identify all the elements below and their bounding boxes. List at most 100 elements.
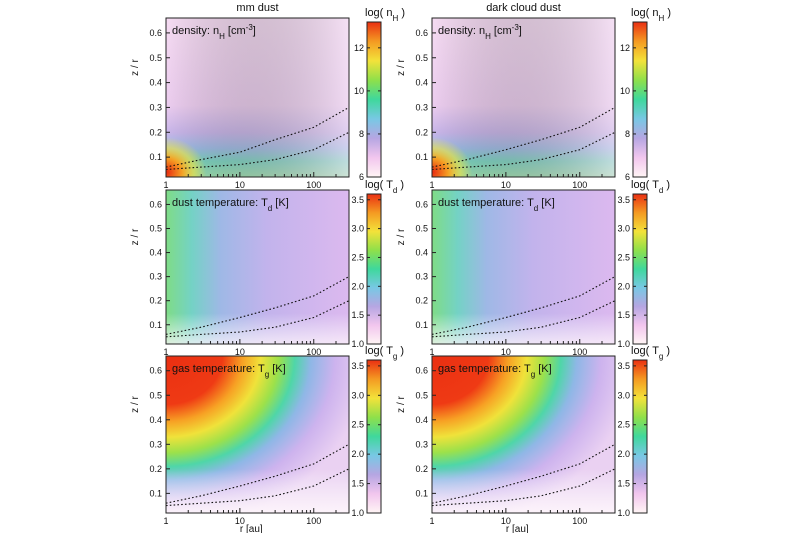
y-tick-label: 0.1 — [415, 488, 428, 498]
colorbar-tick-label: 2.5 — [351, 420, 364, 430]
y-tick-label: 0.6 — [149, 199, 162, 209]
label-sub: g — [265, 370, 269, 379]
colorbar-bar — [632, 193, 648, 345]
colorbar-tick-label: 10 — [354, 86, 364, 96]
label-sub: d — [268, 204, 272, 213]
colorbar-label-main: log( T — [631, 345, 659, 357]
contour-line — [431, 131, 616, 171]
column-title: dark cloud dust — [486, 2, 561, 14]
heatmap-fill — [166, 190, 349, 344]
colorbar-label-sub: H — [659, 14, 665, 23]
y-axis-label: z / r — [130, 59, 141, 76]
x-tick-label: 10 — [235, 180, 245, 190]
colorbar-tick-label: 3.5 — [617, 361, 630, 371]
colorbar-tick-label: 10 — [620, 86, 630, 96]
colorbar-tick-label: 1.0 — [617, 508, 630, 518]
y-tick-label: 0.5 — [149, 224, 162, 234]
x-tick-label: 10 — [235, 516, 245, 526]
y-tick-label: 0.4 — [149, 248, 162, 258]
colorbar-tick-label: 2.5 — [617, 252, 630, 262]
colorbar-label-sub: d — [659, 186, 663, 195]
colorbar-tick-label: 3.0 — [351, 390, 364, 400]
y-tick-label: 0.5 — [415, 224, 428, 234]
panel-frame — [165, 189, 350, 345]
y-axis-label: z / r — [130, 228, 141, 245]
colorbar-tick-label: 2.0 — [351, 281, 364, 291]
colorbar-tick-label: 12 — [354, 43, 364, 53]
x-tick-label: 1 — [163, 347, 168, 357]
y-tick-label: 0.1 — [415, 152, 428, 162]
colorbar-density-dc: 6 8 10 12 log( nH ) — [620, 7, 671, 182]
heatmap-fill — [166, 356, 349, 513]
x-tick-label: 100 — [572, 347, 587, 357]
y-tick-label: 0.6 — [415, 366, 428, 376]
y-tick-label: 0.6 — [149, 366, 162, 376]
y-axis-label: z / r — [396, 396, 407, 413]
panel-density-dc: density: nH [cm-3]0.10.20.30.40.50.6z / … — [396, 17, 616, 190]
y-tick-label: 0.1 — [149, 152, 162, 162]
label-tail: [cm — [491, 25, 512, 37]
x-tick-label: 100 — [306, 180, 321, 190]
colorbar-tick-label: 8 — [625, 129, 630, 139]
label-sub: H — [219, 32, 225, 41]
label-sub: d — [534, 204, 538, 213]
colorbar-label-end: ) — [663, 179, 670, 191]
label-main: gas temperature: T — [172, 363, 265, 375]
panel-label: gas temperature: Tg [K] — [438, 363, 552, 379]
colorbar-tick-label: 1.5 — [351, 479, 364, 489]
y-tick-label: 0.6 — [415, 199, 428, 209]
colorbar-tick-label: 1.0 — [617, 339, 630, 349]
x-tick-label: 100 — [306, 347, 321, 357]
x-tick-label: 1 — [163, 180, 168, 190]
y-tick-label: 0.2 — [415, 464, 428, 474]
y-tick-label: 0.4 — [149, 78, 162, 88]
contour-line — [165, 300, 350, 338]
panel-gas_temp-dc: gas temperature: Tg [K]0.10.20.30.40.50.… — [396, 355, 616, 533]
colorbar-bar — [366, 193, 382, 345]
colorbar-tick-label: 6 — [625, 172, 630, 182]
x-tick-label: 100 — [306, 516, 321, 526]
label-end: ] — [253, 25, 256, 37]
colorbar-label-end: ) — [663, 345, 670, 357]
colorbar-label-end: ) — [397, 345, 404, 357]
x-axis-label: r [au] — [506, 524, 529, 533]
colorbar-tick-label: 3.5 — [351, 361, 364, 371]
y-tick-label: 0.5 — [149, 53, 162, 63]
label-main: dust temperature: T — [172, 197, 268, 209]
x-tick-label: 10 — [235, 347, 245, 357]
x-tick-label: 10 — [501, 180, 511, 190]
colorbar-tick-label: 1.5 — [617, 479, 630, 489]
colorbar-label: log( Td ) — [365, 179, 404, 195]
y-tick-label: 0.3 — [415, 439, 428, 449]
colorbar-bar — [366, 21, 382, 178]
colorbar-tick-label: 2.0 — [617, 281, 630, 291]
label-sub: H — [485, 32, 491, 41]
panel-frame — [165, 355, 350, 514]
heatmap-fill — [432, 356, 615, 513]
y-tick-label: 0.4 — [415, 415, 428, 425]
colorbar-label-sub: g — [659, 352, 663, 361]
panel-dust_temp-dc: dust temperature: Td [K]0.10.20.30.40.50… — [396, 189, 616, 357]
x-tick-label: 1 — [429, 347, 434, 357]
label-sub: g — [531, 370, 535, 379]
colorbar-label-end: ) — [397, 179, 404, 191]
colorbar-tick-label: 8 — [359, 129, 364, 139]
colorbar-label-main: log( T — [365, 179, 393, 191]
x-tick-label: 1 — [429, 516, 434, 526]
x-tick-label: 10 — [501, 516, 511, 526]
label-sup: -3 — [246, 23, 254, 32]
heatmap-fill — [432, 18, 615, 177]
colorbar-label: log( nH ) — [365, 7, 405, 23]
heatmap-fill — [166, 18, 349, 177]
label-main: gas temperature: T — [438, 363, 531, 375]
panel-frame — [165, 17, 350, 178]
y-axis-label: z / r — [396, 228, 407, 245]
label-main: dust temperature: T — [438, 197, 534, 209]
colorbar-tick-label: 3.0 — [617, 224, 630, 234]
contour-line — [431, 106, 616, 168]
panel-label: density: nH [cm-3] — [172, 23, 256, 41]
column-title: mm dust — [236, 2, 278, 14]
